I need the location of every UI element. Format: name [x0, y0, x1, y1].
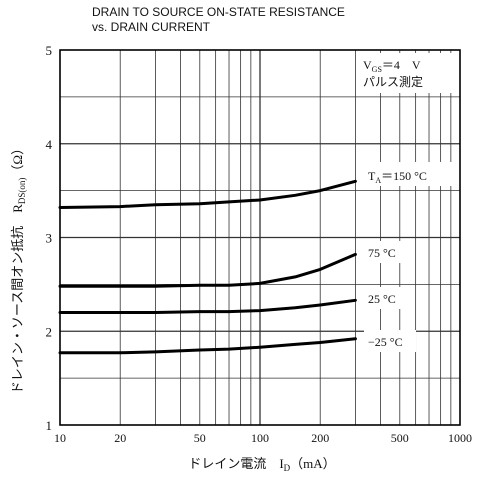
series-line-1 — [60, 254, 355, 286]
x-tick-label: 1000 — [448, 431, 472, 445]
x-tick-label: 50 — [194, 431, 206, 445]
chart-title-line1: DRAIN TO SOURCE ON-STATE RESISTANCE — [92, 5, 345, 19]
series-label-75: 75 °C — [368, 246, 396, 260]
chart-title-line2: vs. DRAIN CURRENT — [92, 20, 211, 34]
series-label-minus25: −25 °C — [368, 335, 403, 349]
y-axis-label: ドレイン・ソース間オン抵抗 RDS(on)（Ω） — [10, 142, 27, 394]
y-tick-label: 4 — [46, 137, 53, 152]
y-tick-label: 5 — [46, 43, 53, 58]
series-line-0 — [60, 181, 355, 207]
y-tick-label: 3 — [46, 231, 53, 246]
x-axis-label: ドレイン電流 ID（mA） — [188, 456, 335, 473]
grid-lines — [60, 50, 460, 425]
axis-ticks: 10 20 50 100 200 500 1000 1 2 3 4 5 — [46, 43, 473, 445]
x-tick-label: 100 — [251, 431, 269, 445]
x-tick-label: 500 — [391, 431, 409, 445]
x-tick-label: 20 — [114, 431, 126, 445]
x-tick-label: 200 — [311, 431, 329, 445]
series-line-3 — [60, 339, 355, 353]
series-lines — [60, 181, 355, 352]
x-tick-label: 10 — [54, 431, 66, 445]
condition-method: パルス測定 — [363, 74, 423, 89]
series-line-2 — [60, 300, 355, 312]
y-tick-label: 2 — [46, 324, 53, 339]
series-label-25: 25 °C — [368, 292, 396, 306]
y-tick-label: 1 — [46, 418, 53, 433]
